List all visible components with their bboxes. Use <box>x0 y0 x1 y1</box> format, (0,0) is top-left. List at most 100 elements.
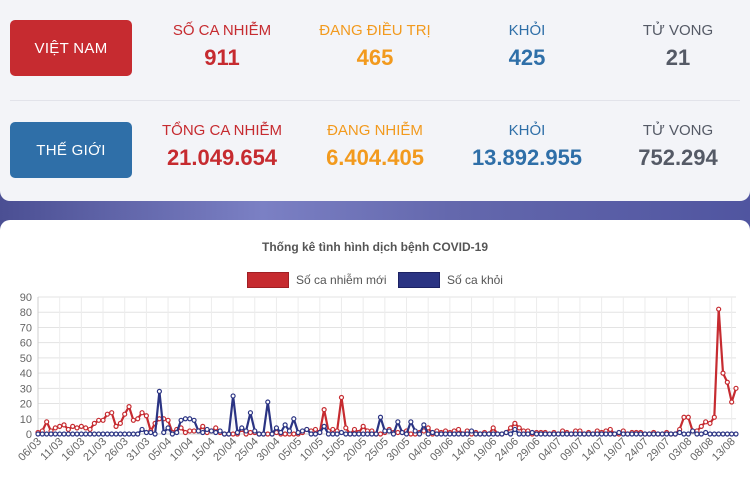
world-infected-stat: TỔNG CA NHIỄM 21.049.654 <box>142 122 302 171</box>
data-point-series-1 <box>373 431 379 437</box>
data-point-series-1 <box>282 422 288 428</box>
data-point-series-0 <box>343 425 349 431</box>
data-point-series-1 <box>659 431 665 437</box>
data-point-series-1 <box>690 428 696 434</box>
data-point-series-0 <box>607 426 613 433</box>
data-point-series-1 <box>152 431 158 437</box>
data-point-series-0 <box>130 417 136 423</box>
data-point-series-1 <box>130 431 136 437</box>
data-point-series-1 <box>455 431 462 437</box>
data-point-series-0 <box>247 429 254 436</box>
data-point-series-1 <box>52 431 58 437</box>
world-tab[interactable]: THẾ GIỚI <box>10 122 132 178</box>
data-point-series-1 <box>412 428 418 434</box>
data-point-series-1 <box>382 428 388 434</box>
x-tick-label: 16/03 <box>60 436 88 464</box>
data-point-series-1 <box>551 431 557 437</box>
data-point-series-1 <box>629 431 635 437</box>
x-tick-label: 08/08 <box>688 436 716 464</box>
data-point-series-1 <box>533 431 540 437</box>
data-point-series-1 <box>494 431 501 437</box>
data-point-series-0 <box>213 425 219 431</box>
data-point-series-0 <box>698 423 704 429</box>
data-point-series-1 <box>529 429 535 436</box>
x-tick-label: 06/03 <box>16 436 44 464</box>
data-point-series-1 <box>195 428 202 434</box>
data-point-series-1 <box>585 431 592 437</box>
data-point-series-1 <box>520 431 527 437</box>
data-point-series-0 <box>74 425 80 431</box>
data-point-series-1 <box>651 431 657 437</box>
data-point-series-0 <box>87 426 93 433</box>
data-point-series-1 <box>607 431 613 437</box>
x-tick-label: 20/04 <box>211 436 239 464</box>
x-tick-label: 30/05 <box>385 436 413 464</box>
data-point-series-0 <box>703 419 709 425</box>
data-point-series-1 <box>351 431 358 437</box>
data-point-series-0 <box>113 423 119 429</box>
data-point-series-1 <box>577 431 583 437</box>
data-point-series-1 <box>716 431 722 437</box>
data-point-series-1 <box>672 431 678 437</box>
data-point-series-0 <box>720 370 726 376</box>
y-tick-label: 60 <box>20 338 32 350</box>
data-point-series-0 <box>122 411 128 417</box>
data-point-series-0 <box>165 417 171 423</box>
x-tick-label: 31/03 <box>125 436 153 464</box>
data-point-series-0 <box>65 426 71 433</box>
data-point-series-1 <box>442 431 449 437</box>
data-point-series-0 <box>57 423 63 429</box>
x-tick-label: 25/05 <box>363 436 391 464</box>
data-point-series-0 <box>143 413 149 419</box>
data-point-series-1 <box>364 431 371 437</box>
world-active-label: ĐANG NHIỄM <box>327 122 423 139</box>
data-point-series-0 <box>729 399 735 405</box>
data-point-series-1 <box>44 431 50 437</box>
vn-treating-stat: ĐANG ĐIỀU TRỊ 465 <box>295 22 455 71</box>
vn-deaths-value: 21 <box>665 45 691 70</box>
data-point-series-0 <box>61 422 67 428</box>
data-point-series-1 <box>516 431 522 437</box>
data-point-series-1 <box>96 431 102 437</box>
data-point-series-0 <box>200 423 206 429</box>
data-point-series-1 <box>555 431 561 437</box>
data-point-series-1 <box>252 428 258 434</box>
world-deaths-value: 752.294 <box>638 145 718 170</box>
data-point-series-0 <box>321 407 327 413</box>
legend-item-recovered[interactable]: Số ca khỏi <box>397 272 503 288</box>
data-point-series-1 <box>416 431 423 437</box>
legend-label-new-cases: Số ca nhiễm mới <box>296 273 387 287</box>
data-point-series-1 <box>100 431 106 437</box>
data-point-series-0 <box>291 431 297 437</box>
x-tick-label: 04/07 <box>536 436 564 464</box>
legend-swatch-recovered <box>397 272 440 288</box>
data-point-series-1 <box>191 417 197 423</box>
stats-panel: VIỆT NAM SỐ CA NHIỄM 911 ĐANG ĐIỀU TRỊ 4… <box>0 0 750 201</box>
data-point-series-1 <box>590 431 596 437</box>
data-point-series-1 <box>187 416 193 422</box>
data-point-series-1 <box>165 425 171 431</box>
legend-item-new-cases[interactable]: Số ca nhiễm mới <box>247 272 387 288</box>
data-point-series-1 <box>447 431 453 437</box>
vietnam-tab[interactable]: VIỆT NAM <box>10 20 132 76</box>
data-point-series-1 <box>174 429 180 436</box>
data-point-series-1 <box>113 431 119 437</box>
data-point-series-0 <box>490 425 496 431</box>
data-point-series-1 <box>360 431 366 437</box>
data-point-series-1 <box>421 422 427 428</box>
data-point-series-1 <box>403 431 410 437</box>
data-point-series-1 <box>512 426 518 433</box>
data-point-series-0 <box>351 426 358 433</box>
world-active-value: 6.404.405 <box>326 145 424 170</box>
data-point-series-0 <box>282 431 288 437</box>
data-point-series-1 <box>356 431 362 437</box>
data-point-series-1 <box>109 431 115 437</box>
data-point-series-1 <box>425 431 431 437</box>
data-point-series-1 <box>703 429 709 436</box>
x-tick-label: 26/03 <box>103 436 131 464</box>
data-point-series-1 <box>87 431 93 437</box>
data-point-series-0 <box>91 420 97 426</box>
x-tick-label: 09/07 <box>558 436 586 464</box>
data-point-series-1 <box>546 431 553 437</box>
data-point-series-1 <box>486 431 492 437</box>
